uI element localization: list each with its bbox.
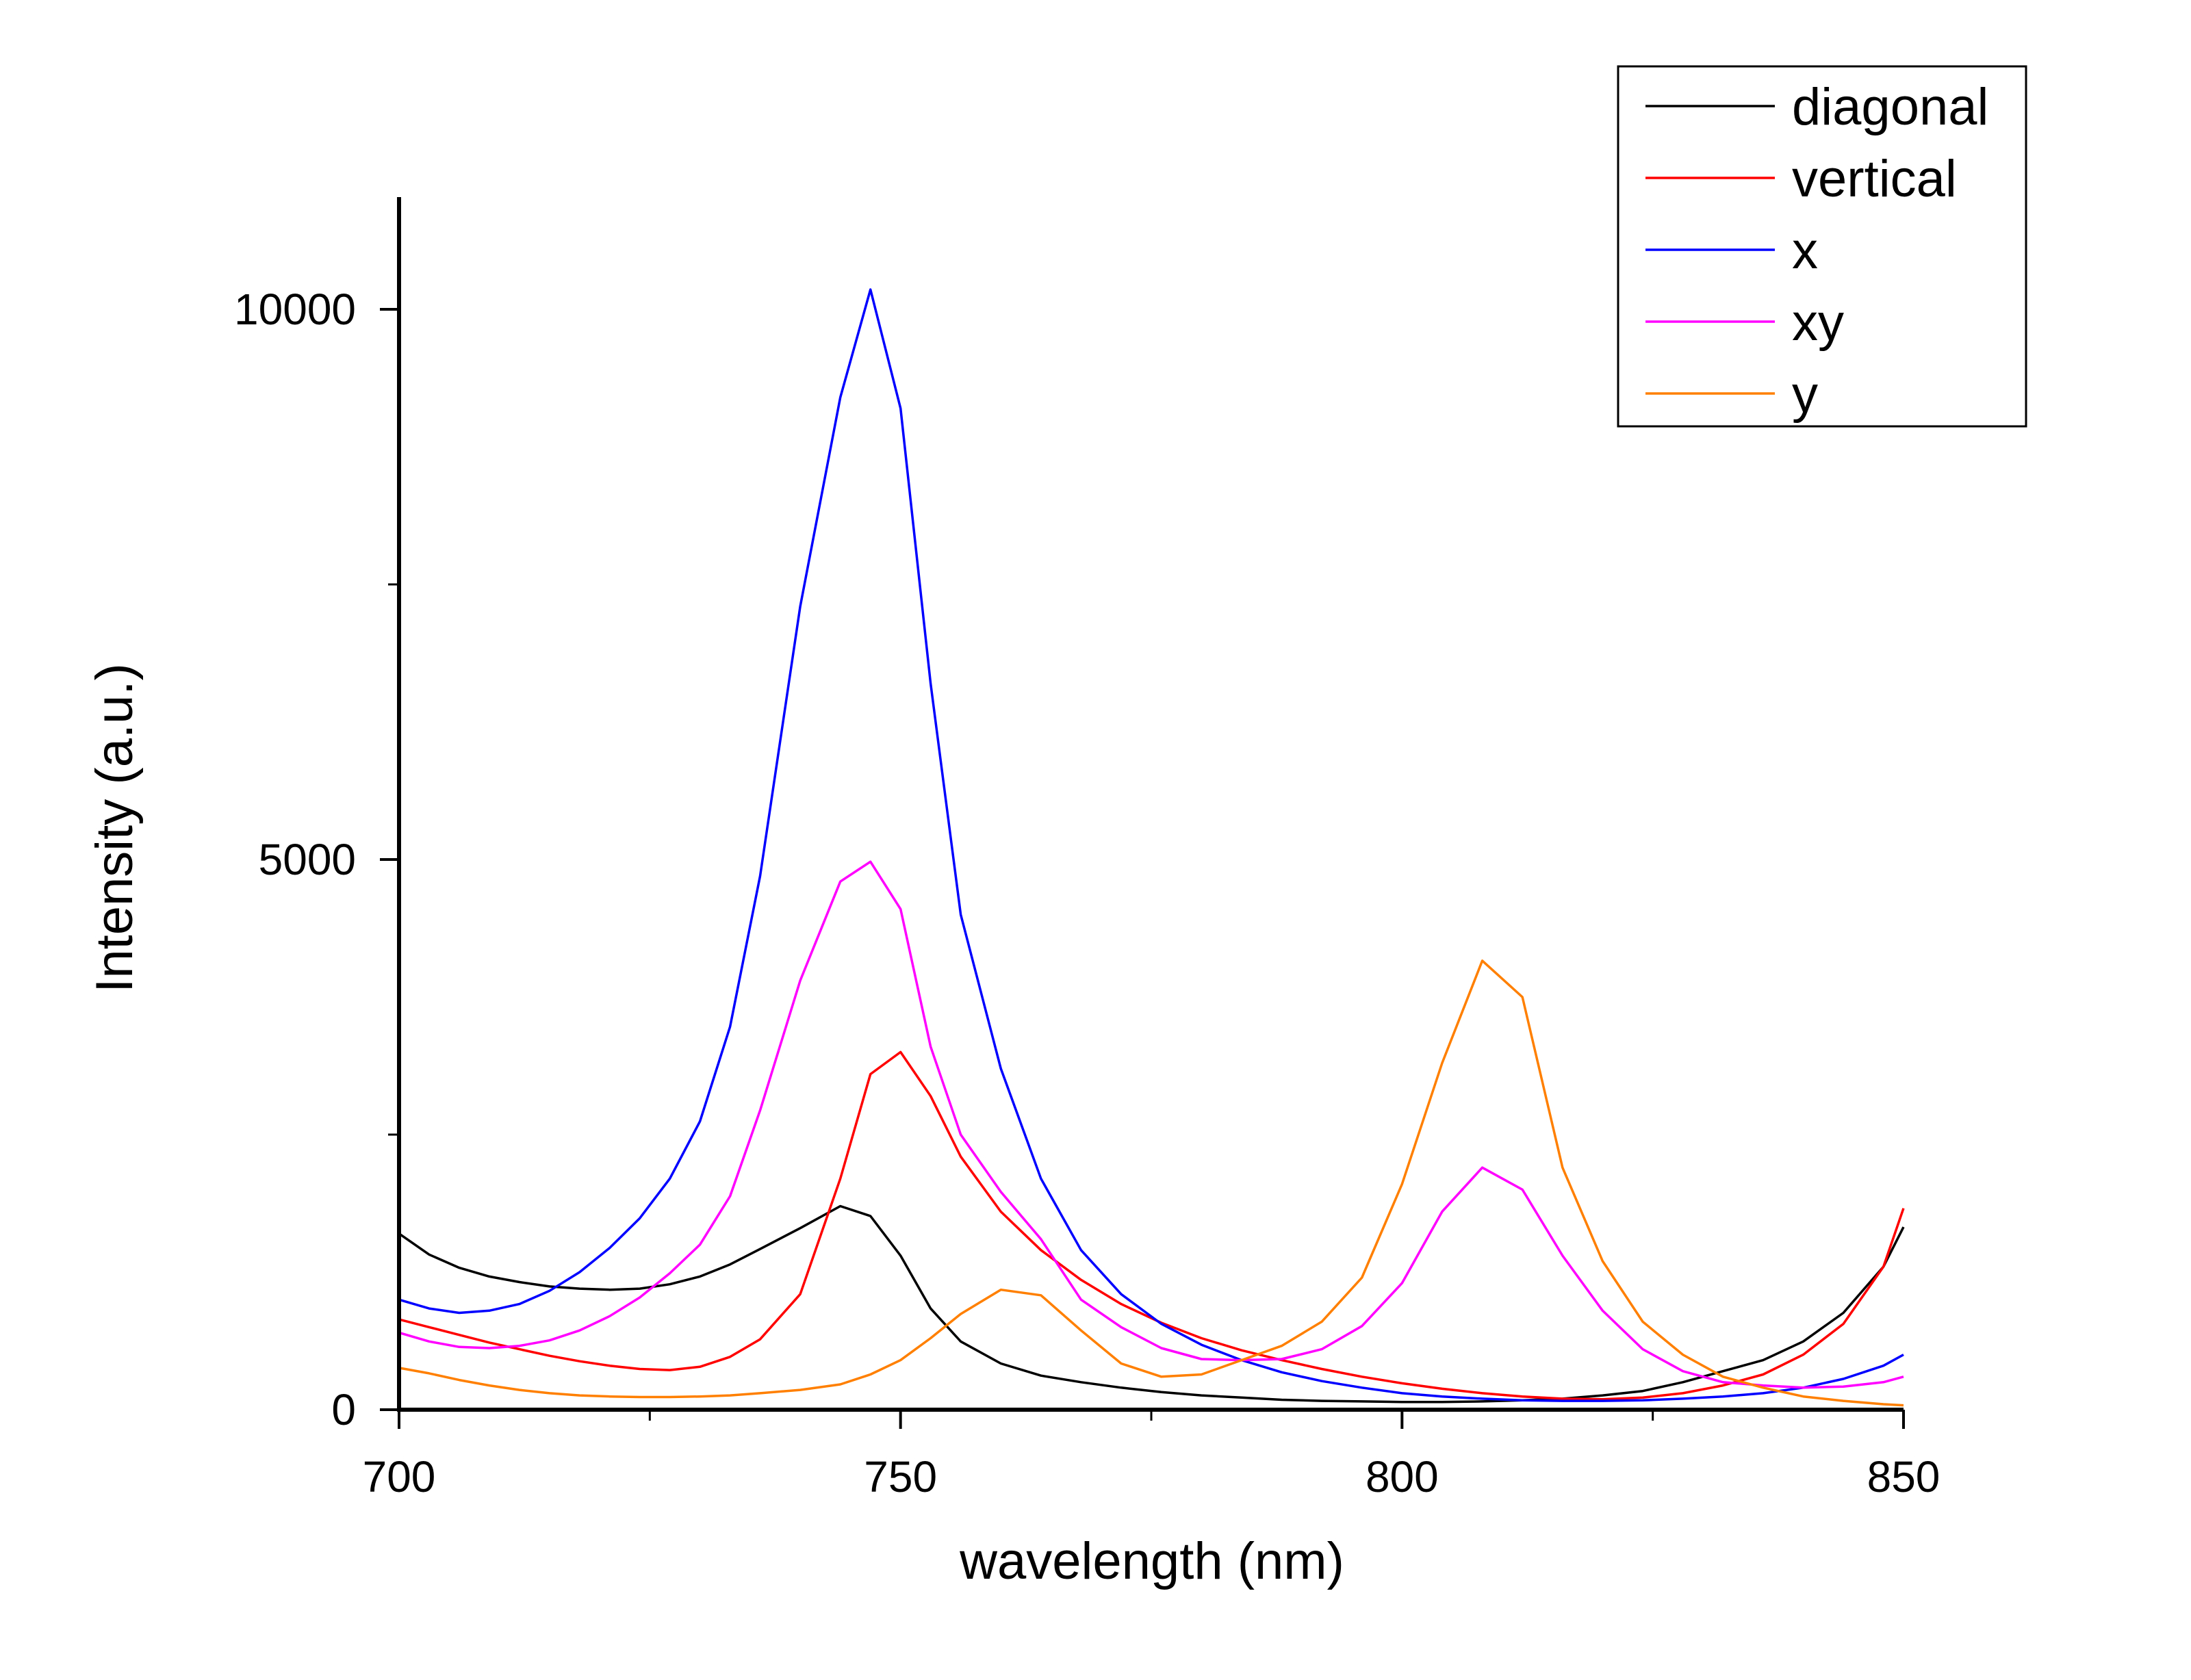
series-line-x [398, 288, 1904, 1402]
series-layer [398, 288, 1905, 1407]
axes-layer: 700 750 800 850 0 5000 10000 [234, 197, 1940, 1501]
y-tick-label: 5000 [259, 835, 356, 884]
legend-box [1617, 65, 2027, 428]
legend-label-y: y [1792, 365, 1818, 424]
x-tick-label: 700 [363, 1452, 436, 1501]
series-line-diagonal [398, 1204, 1905, 1404]
legend-label-xy: xy [1792, 294, 1844, 352]
legend: diagonal vertical x xy y [1617, 65, 2027, 428]
legend-label-diagonal: diagonal [1792, 78, 1988, 136]
x-axis-label: wavelength (nm) [959, 1532, 1344, 1590]
x-tick-label: 750 [864, 1452, 937, 1501]
x-tick-label: 800 [1366, 1452, 1439, 1501]
series-line-vertical [398, 1050, 1905, 1401]
series-line-y [398, 959, 1904, 1407]
legend-label-vertical: vertical [1792, 150, 1957, 208]
y-tick-label: 10000 [234, 285, 356, 334]
legend-label-x: x [1792, 222, 1818, 280]
y-tick-label: 0 [331, 1385, 356, 1434]
series-line-xy [398, 860, 1904, 1389]
x-tick-label: 850 [1867, 1452, 1940, 1501]
y-axis-label: Intensity (a.u.) [86, 663, 144, 993]
